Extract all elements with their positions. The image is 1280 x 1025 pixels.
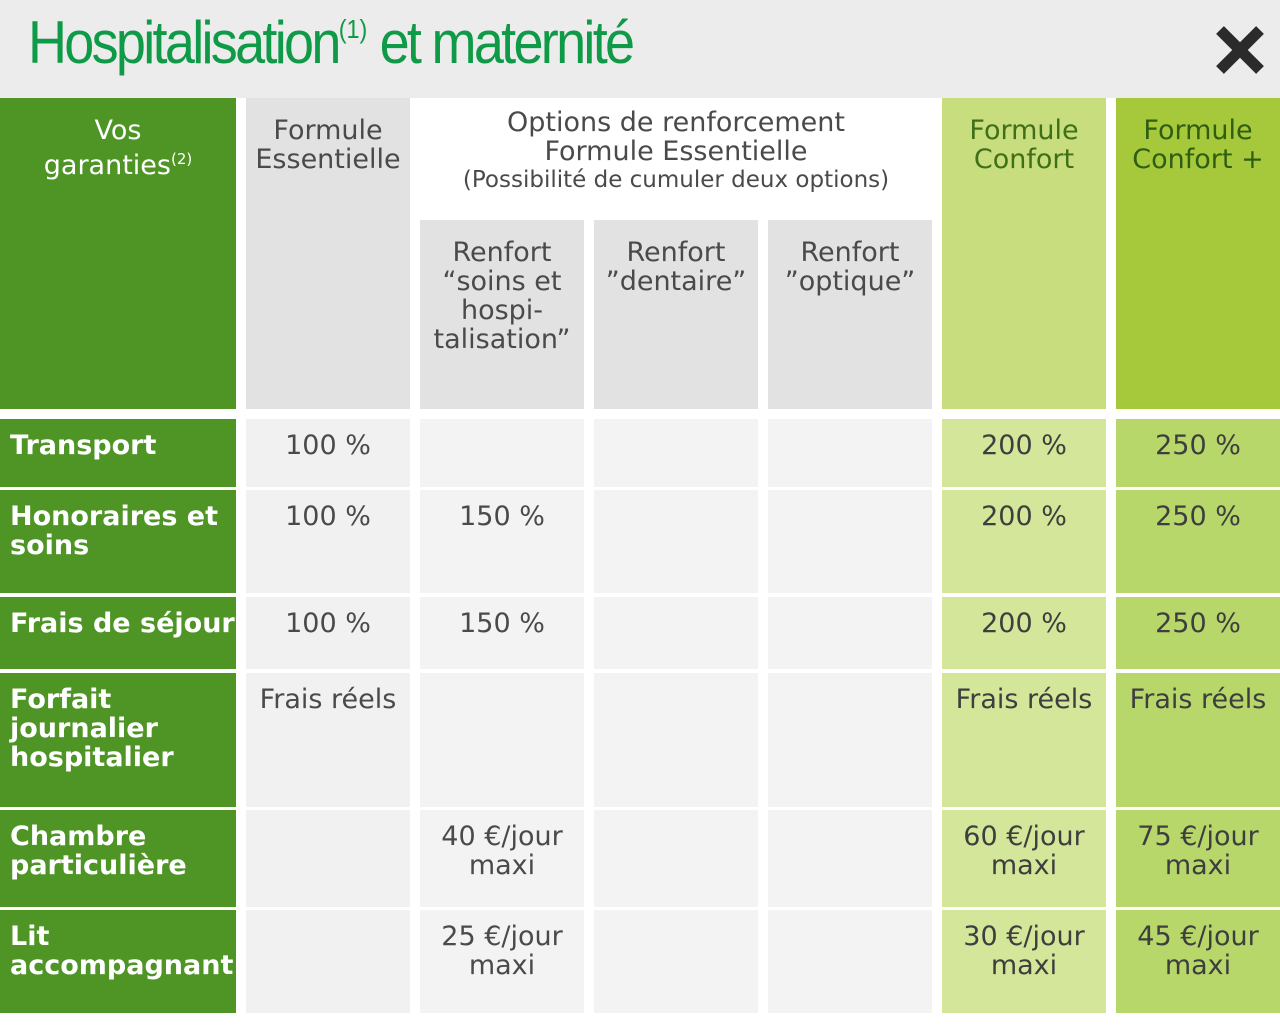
cell-line: 150 %: [459, 501, 545, 532]
table-cell-soins: 40 €/jour maxi: [420, 810, 584, 907]
table-cell-optique: [768, 490, 932, 593]
table-cell-ess: Frais réels: [246, 673, 410, 807]
cell-line: journalier: [10, 713, 158, 744]
cell-line: Frais de séjour: [10, 608, 235, 639]
table-cell-soins: [420, 673, 584, 807]
table-cell-dentaire: [594, 419, 758, 487]
header-renfort-dentaire: Renfort ”dentaire”: [594, 220, 758, 409]
header-options-renforcement: Options de renforcement Formule Essentie…: [410, 108, 942, 195]
table-cell-optique: [768, 910, 932, 1013]
header-renfort-optique: Renfort ”optique”: [768, 220, 932, 409]
cell-line: 45 €/jour: [1137, 921, 1259, 952]
table-cell-soins: [420, 419, 584, 487]
table-cell-dentaire: [594, 810, 758, 907]
cell-line: maxi: [990, 850, 1058, 881]
table-cell-ess: [246, 810, 410, 907]
top-bar: Hospitalisation(1) et maternité: [0, 0, 1280, 98]
cell-line: maxi: [1164, 850, 1232, 881]
row-label: Transport: [0, 419, 236, 487]
close-button[interactable]: [1210, 22, 1270, 78]
cell-line: hospitalier: [10, 742, 174, 773]
table-cell-confort: 200 %: [942, 597, 1106, 669]
table-cell-soins: 25 €/jour maxi: [420, 910, 584, 1013]
cell-line: 200 %: [981, 501, 1067, 532]
header-formule-confort-plus: Formule Confort +: [1116, 98, 1280, 409]
cell-line: 40 €/jour: [441, 821, 563, 852]
cell-line: 100 %: [285, 608, 371, 639]
page-title: Hospitalisation(1) et maternité: [28, 9, 635, 76]
cell-line: maxi: [1164, 950, 1232, 981]
table-cell-soins: 150 %: [420, 490, 584, 593]
cell-line: 250 %: [1155, 608, 1241, 639]
header-formule-essentielle: Formule Essentielle: [246, 98, 410, 409]
cell-line: Frais réels: [1129, 684, 1267, 715]
header-renfort-soins: Renfort “soins et hospi- talisation”: [420, 220, 584, 409]
cell-line: 100 %: [285, 501, 371, 532]
cell-line: Frais réels: [955, 684, 1093, 715]
cell-line: Transport: [10, 430, 157, 461]
table-cell-confort-plus: 250 %: [1116, 419, 1280, 487]
table-cell-ess: 100 %: [246, 419, 410, 487]
table-cell-dentaire: [594, 910, 758, 1013]
table-cell-optique: [768, 597, 932, 669]
table-cell-confort: 30 €/jour maxi: [942, 910, 1106, 1013]
cell-line: 75 €/jour: [1137, 821, 1259, 852]
table-cell-ess: 100 %: [246, 597, 410, 669]
cell-line: 250 %: [1155, 430, 1241, 461]
table-cell-confort: Frais réels: [942, 673, 1106, 807]
cell-line: Frais réels: [259, 684, 397, 715]
table-cell-dentaire: [594, 673, 758, 807]
cell-line: particulière: [10, 850, 187, 881]
table-cell-optique: [768, 419, 932, 487]
cell-line: 60 €/jour: [963, 821, 1085, 852]
row-label: Forfait journalier hospitalier: [0, 673, 236, 807]
row-label: Lit accompagnant: [0, 910, 236, 1013]
row-label: Honoraires et soins: [0, 490, 236, 593]
table-cell-optique: [768, 810, 932, 907]
table-cell-confort: 60 €/jour maxi: [942, 810, 1106, 907]
row-label: Chambre particulière: [0, 810, 236, 907]
header-formule-confort: Formule Confort: [942, 98, 1106, 409]
header-vos-garanties: Vos garanties(2): [0, 98, 236, 409]
cell-line: accompagnant: [10, 950, 234, 981]
options-note: (Possibilité de cumuler deux options): [462, 167, 890, 193]
cell-line: soins: [10, 530, 90, 561]
cell-line: 250 %: [1155, 501, 1241, 532]
cell-line: maxi: [468, 950, 536, 981]
table-cell-ess: [246, 910, 410, 1013]
cell-line: 100 %: [285, 430, 371, 461]
cell-line: 200 %: [981, 608, 1067, 639]
table-cell-confort-plus: Frais réels: [1116, 673, 1280, 807]
cell-line: 30 €/jour: [963, 921, 1085, 952]
cell-line: Chambre: [10, 821, 147, 852]
cell-line: maxi: [990, 950, 1058, 981]
row-label: Frais de séjour: [0, 597, 236, 669]
table-cell-confort: 200 %: [942, 419, 1106, 487]
close-icon: [1216, 26, 1264, 74]
cell-line: 25 €/jour: [441, 921, 563, 952]
table-cell-soins: 150 %: [420, 597, 584, 669]
cell-line: 150 %: [459, 608, 545, 639]
table-cell-optique: [768, 673, 932, 807]
table-cell-ess: 100 %: [246, 490, 410, 593]
table-cell-confort-plus: 75 €/jour maxi: [1116, 810, 1280, 907]
table-cell-dentaire: [594, 490, 758, 593]
cell-line: Lit: [10, 921, 50, 952]
cell-line: Forfait: [10, 684, 112, 715]
cell-line: 200 %: [981, 430, 1067, 461]
table-cell-confort: 200 %: [942, 490, 1106, 593]
table-cell-confort-plus: 250 %: [1116, 490, 1280, 593]
table-cell-confort-plus: 45 €/jour maxi: [1116, 910, 1280, 1013]
table-cell-confort-plus: 250 %: [1116, 597, 1280, 669]
cell-line: Honoraires et: [10, 501, 219, 532]
cell-line: maxi: [468, 850, 536, 881]
table-cell-dentaire: [594, 597, 758, 669]
